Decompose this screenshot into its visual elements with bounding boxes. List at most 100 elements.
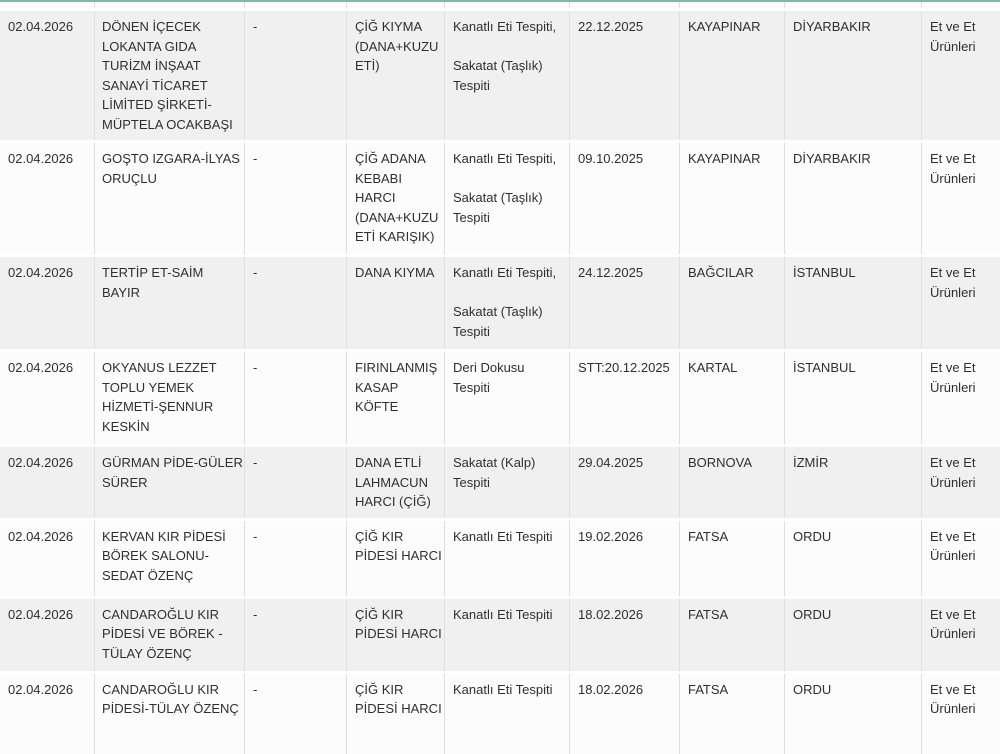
remnant-cell [785,2,922,8]
cell-finding: Kanatlı Eti Tespiti [445,673,570,754]
announcement-date: 02.04.2026 [8,606,74,622]
cell-firm-name: GÜRMAN PİDE-GÜLER SÜRER [95,447,245,518]
cell-product-name: ÇİĞ KIR PİDESİ HARCI [347,520,445,596]
remnant-cell [680,2,785,8]
announcement-date: 02.04.2026 [8,265,74,280]
cell-firm-name: CANDAROĞLU KIR PİDESİ VE BÖREK - TÜLAY Ö… [95,598,245,671]
cell-category: Et ve Et Ürünleri [922,11,1000,140]
cell-firm-name: CANDAROĞLU KIR PİDESİ-TÜLAY ÖZENÇ [95,673,245,754]
district: KAYAPINAR [688,19,761,34]
lot-date: STT:20.12.2025 [578,360,670,375]
cell-product-name: ÇİĞ ADANA KEBABI HARCI (DANA+KUZU ETİ KA… [347,143,445,254]
cell-district: KAYAPINAR [680,11,785,140]
table-row: 02.04.2026 TERTİP ET-SAİM BAYIR - DANA K… [0,257,1000,349]
cell-firm-name: OKYANUS LEZZET TOPLU YEMEK HİZMETİ-ŞENNU… [95,352,245,444]
table-row: 02.04.2026 DÖNEN İÇECEK LOKANTA GIDA TUR… [0,11,1000,140]
lot-date: 29.04.2025 [578,455,644,470]
cell-district: FATSA [680,520,785,596]
brand: - [253,265,258,280]
category: Et ve Et Ürünleri [930,151,976,186]
cell-announcement-date: 02.04.2026 [0,143,95,254]
lot-date: 18.02.2026 [578,606,644,622]
cell-brand: - [245,11,347,140]
cell-category: Et ve Et Ürünleri [922,447,1000,518]
cell-category: Et ve Et Ürünleri [922,257,1000,349]
cell-product-name: FIRINLANMIŞ KASAP KÖFTE [347,352,445,444]
brand: - [253,681,258,697]
lot-date: 24.12.2025 [578,265,644,280]
cell-brand: - [245,520,347,596]
announcement-date: 02.04.2026 [8,528,74,544]
cell-product-name: DANA KIYMA [347,257,445,349]
cell-district: BORNOVA [680,447,785,518]
province: DİYARBAKIR [793,19,871,34]
cell-announcement-date: 02.04.2026 [0,598,95,671]
cell-district: KAYAPINAR [680,143,785,254]
remnant-cell [570,2,680,8]
cell-finding: Kanatlı Eti Tespiti [445,598,570,671]
firm-name: OKYANUS LEZZET TOPLU YEMEK HİZMETİ-ŞENNU… [102,360,217,434]
finding-line: Sakatat (Taşlık) Tespiti [453,304,543,339]
announcement-date: 02.04.2026 [8,151,74,166]
brand: - [253,151,258,166]
cell-category: Et ve Et Ürünleri [922,521,1000,596]
brand: - [253,528,258,544]
province: İSTANBUL [793,265,856,280]
product-name: FIRINLANMIŞ KASAP KÖFTE [355,360,438,414]
firm-name: GOŞTO IZGARA-İLYAS ORUÇLU [102,151,240,186]
cell-brand: - [245,447,347,518]
remnant-cell [445,2,570,8]
category: Et ve Et Ürünleri [930,19,976,54]
brand: - [253,19,258,34]
cell-firm-name: GOŞTO IZGARA-İLYAS ORUÇLU [95,143,245,254]
remnant-cell [95,2,245,8]
table-row: 02.04.2026 OKYANUS LEZZET TOPLU YEMEK Hİ… [0,352,1000,444]
province: DİYARBAKIR [793,151,871,166]
district: FATSA [688,528,729,544]
firm-name: GÜRMAN PİDE-GÜLER SÜRER [102,455,243,490]
district: BAĞCILAR [688,265,754,280]
product-name: ÇİĞ KIR PİDESİ HARCI [355,681,442,717]
category: Et ve Et Ürünleri [930,360,976,395]
province: İSTANBUL [793,360,856,375]
cell-product-name: ÇİĞ KIYMA (DANA+KUZU ETİ) [347,11,445,140]
firm-name: TERTİP ET-SAİM BAYIR [102,265,204,300]
brand: - [253,360,258,375]
cell-province: İSTANBUL [785,352,922,444]
district: FATSA [688,681,729,697]
cell-district: BAĞCILAR [680,257,785,349]
table-row: 02.04.2026 KERVAN KIR PİDESİ BÖREK SALON… [0,520,1000,596]
finding-line: Sakatat (Taşlık) Tespiti [453,58,543,93]
product-name: ÇİĞ KIYMA (DANA+KUZU ETİ) [355,19,439,73]
cell-brand: - [245,143,347,254]
cell-province: DİYARBAKIR [785,11,922,140]
brand: - [253,606,258,622]
cell-brand: - [245,673,347,754]
cell-announcement-date: 02.04.2026 [0,352,95,444]
finding-line: Kanatlı Eti Tespiti, [453,265,557,280]
cell-category: Et ve Et Ürünleri [922,674,1000,754]
lot-date: 09.10.2025 [578,151,644,166]
cell-firm-name: DÖNEN İÇECEK LOKANTA GIDA TURİZM İNŞAAT … [95,11,245,140]
category: Et ve Et Ürünleri [930,606,976,642]
category: Et ve Et Ürünleri [930,681,976,717]
product-name: DANA ETLİ LAHMACUN HARCI (ÇİĞ) [355,455,431,509]
firm-name: CANDAROĞLU KIR PİDESİ VE BÖREK - TÜLAY Ö… [102,606,223,661]
cell-product-name: ÇİĞ KIR PİDESİ HARCI [347,598,445,671]
finding-line: Kanatlı Eti Tespiti [453,606,553,622]
cell-finding: Deri Dokusu Tespiti [445,352,570,444]
cell-lot-date: 24.12.2025 [570,257,680,349]
cell-finding: Kanatlı Eti Tespiti [445,520,570,596]
district: FATSA [688,606,729,622]
cell-announcement-date: 02.04.2026 [0,673,95,754]
product-name: ÇİĞ KIR PİDESİ HARCI [355,606,442,642]
announcement-date: 02.04.2026 [8,681,74,697]
cell-district: KARTAL [680,352,785,444]
finding-line: Deri Dokusu Tespiti [453,360,525,395]
product-name: DANA KIYMA [355,265,435,280]
cell-product-name: ÇİĞ KIR PİDESİ HARCI [347,673,445,754]
finding-line: Kanatlı Eti Tespiti, [453,19,557,34]
remnant-cell [347,2,445,8]
finding-line: Sakatat (Taşlık) Tespiti [453,190,543,225]
